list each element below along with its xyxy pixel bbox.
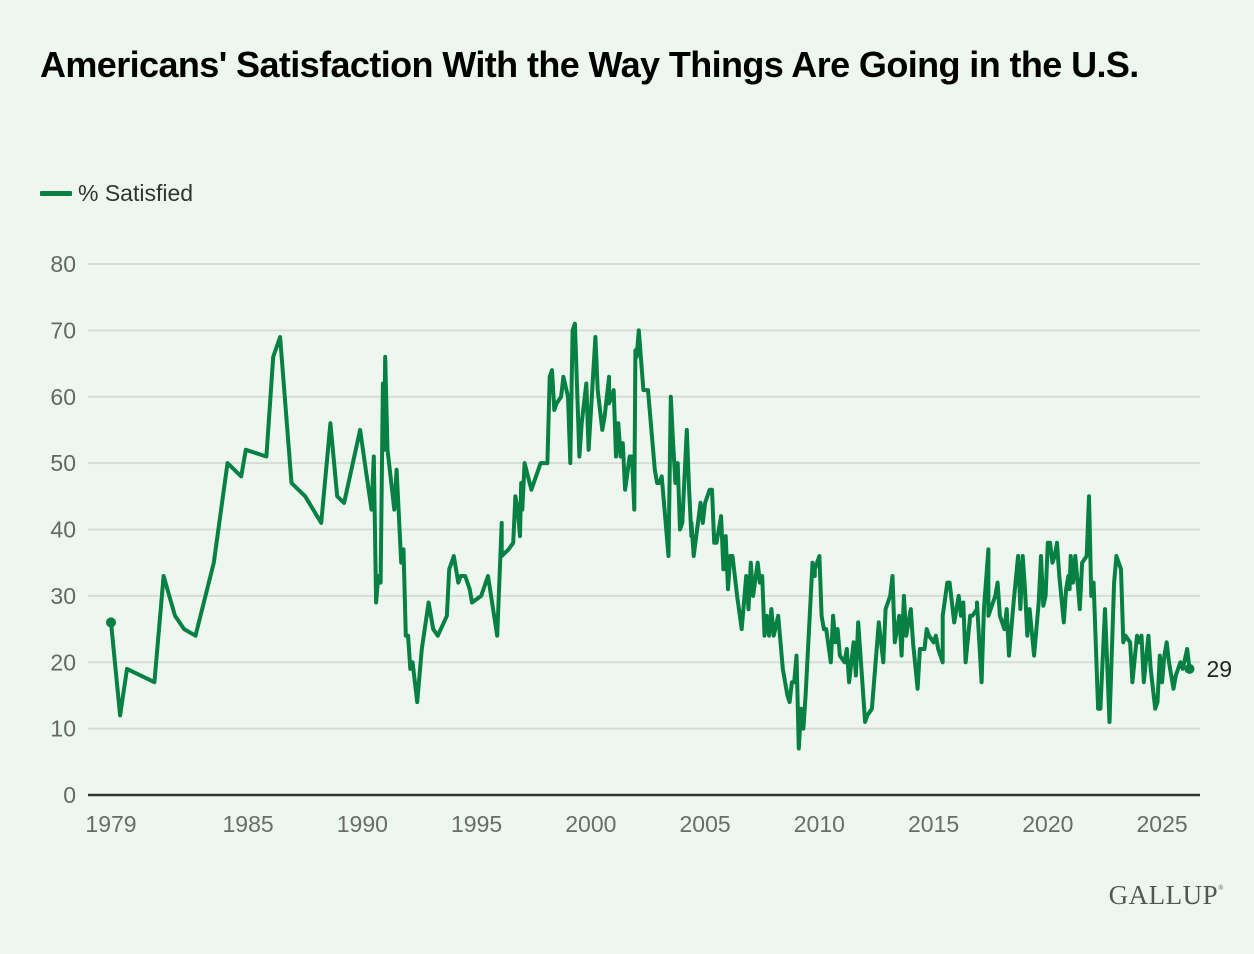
x-tick-label: 1985 [223,811,274,837]
y-tick-label: 80 [50,251,76,277]
x-tick-label: 1995 [451,811,502,837]
y-tick-label: 60 [50,384,76,410]
y-tick-label: 0 [63,782,76,808]
series-layer: 29 [106,321,1233,751]
series-line-satisfied [109,321,1192,751]
x-tick-label: 2000 [565,811,616,837]
gallup-logo: GALLUP® [1109,880,1224,911]
legend-label-satisfied: % Satisfied [78,180,194,206]
y-tick-label: 40 [50,517,76,543]
x-tick-label: 2005 [680,811,731,837]
legend: % Satisfied [40,180,193,207]
end-point-marker [1184,663,1195,674]
y-tick-label: 30 [50,583,76,609]
y-tick-label: 70 [50,317,76,343]
x-tick-label: 1979 [85,811,136,837]
x-tick-label: 1990 [337,811,388,837]
logo-text: GALLUP [1108,880,1219,910]
y-tick-label: 10 [50,716,76,742]
y-tick-label: 20 [50,649,76,675]
gridlines [88,263,1200,730]
chart-title: Americans' Satisfaction With the Way Thi… [40,44,1139,85]
end-value-label: 29 [1207,656,1233,682]
start-point-marker [106,617,116,628]
y-axis-ticks: 0 10 20 30 40 50 60 70 80 [50,251,76,808]
x-tick-label: 2015 [908,811,959,837]
registered-mark: ® [1218,884,1224,892]
x-tick-label: 2020 [1022,811,1073,837]
x-tick-label: 2025 [1137,811,1188,837]
x-axis-ticks: 1979 1985 1990 1995 2000 2005 2010 2015 2020 2025 [85,811,1187,837]
legend-swatch-satisfied [40,191,72,196]
x-tick-label: 2010 [794,811,845,837]
y-tick-label: 50 [50,450,76,476]
